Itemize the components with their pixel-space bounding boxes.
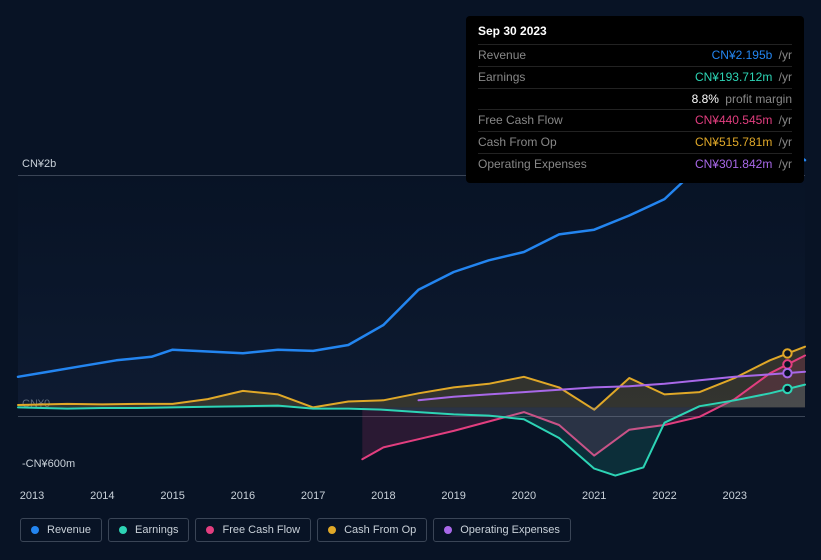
tooltip-row: Cash From Op CN¥515.781m /yr [478,131,792,153]
legend-dot [31,526,39,534]
legend-item-earnings[interactable]: Earnings [108,518,189,542]
legend-item-opex[interactable]: Operating Expenses [433,518,571,542]
legend-label: Free Cash Flow [222,524,300,536]
chart-legend: Revenue Earnings Free Cash Flow Cash Fro… [20,518,571,542]
x-axis-label: 2016 [231,490,255,502]
tooltip-value: CN¥2.195b /yr [712,47,792,64]
tooltip-value: CN¥440.545m /yr [695,112,792,129]
tooltip-row: Operating Expenses CN¥301.842m /yr [478,153,792,175]
legend-dot [328,526,336,534]
legend-item-cfo[interactable]: Cash From Op [317,518,427,542]
legend-label: Operating Expenses [460,524,560,536]
tooltip-label: Cash From Op [478,134,557,151]
x-axis-label: 2019 [441,490,465,502]
x-axis-label: 2017 [301,490,325,502]
tooltip-row: Earnings CN¥193.712m /yr [478,66,792,88]
tooltip-label: Free Cash Flow [478,112,563,129]
tooltip-label: Earnings [478,69,525,86]
legend-label: Revenue [47,524,91,536]
tooltip-label: Operating Expenses [478,156,587,173]
tooltip-date: Sep 30 2023 [478,24,792,44]
legend-item-fcf[interactable]: Free Cash Flow [195,518,311,542]
legend-label: Cash From Op [344,524,416,536]
x-axis-label: 2023 [722,490,746,502]
legend-label: Earnings [135,524,178,536]
tooltip-value: 8.8% profit margin [692,91,792,108]
tooltip-value: CN¥515.781m /yr [695,134,792,151]
x-axis-label: 2015 [160,490,184,502]
x-axis-label: 2014 [90,490,114,502]
x-axis-label: 2021 [582,490,606,502]
x-axis-label: 2022 [652,490,676,502]
chart-tooltip: Sep 30 2023 Revenue CN¥2.195b /yr Earnings… [466,16,804,183]
tooltip-row: 8.8% profit margin [478,88,792,110]
legend-item-revenue[interactable]: Revenue [20,518,102,542]
tooltip-value: CN¥193.712m /yr [695,69,792,86]
tooltip-value: CN¥301.842m /yr [695,156,792,173]
tooltip-label: Revenue [478,47,526,64]
tooltip-row: Revenue CN¥2.195b /yr [478,44,792,66]
x-axis-label: 2013 [20,490,44,502]
legend-dot [119,526,127,534]
legend-dot [444,526,452,534]
tooltip-row: Free Cash Flow CN¥440.545m /yr [478,109,792,131]
legend-dot [206,526,214,534]
x-axis-label: 2018 [371,490,395,502]
x-axis-label: 2020 [512,490,536,502]
